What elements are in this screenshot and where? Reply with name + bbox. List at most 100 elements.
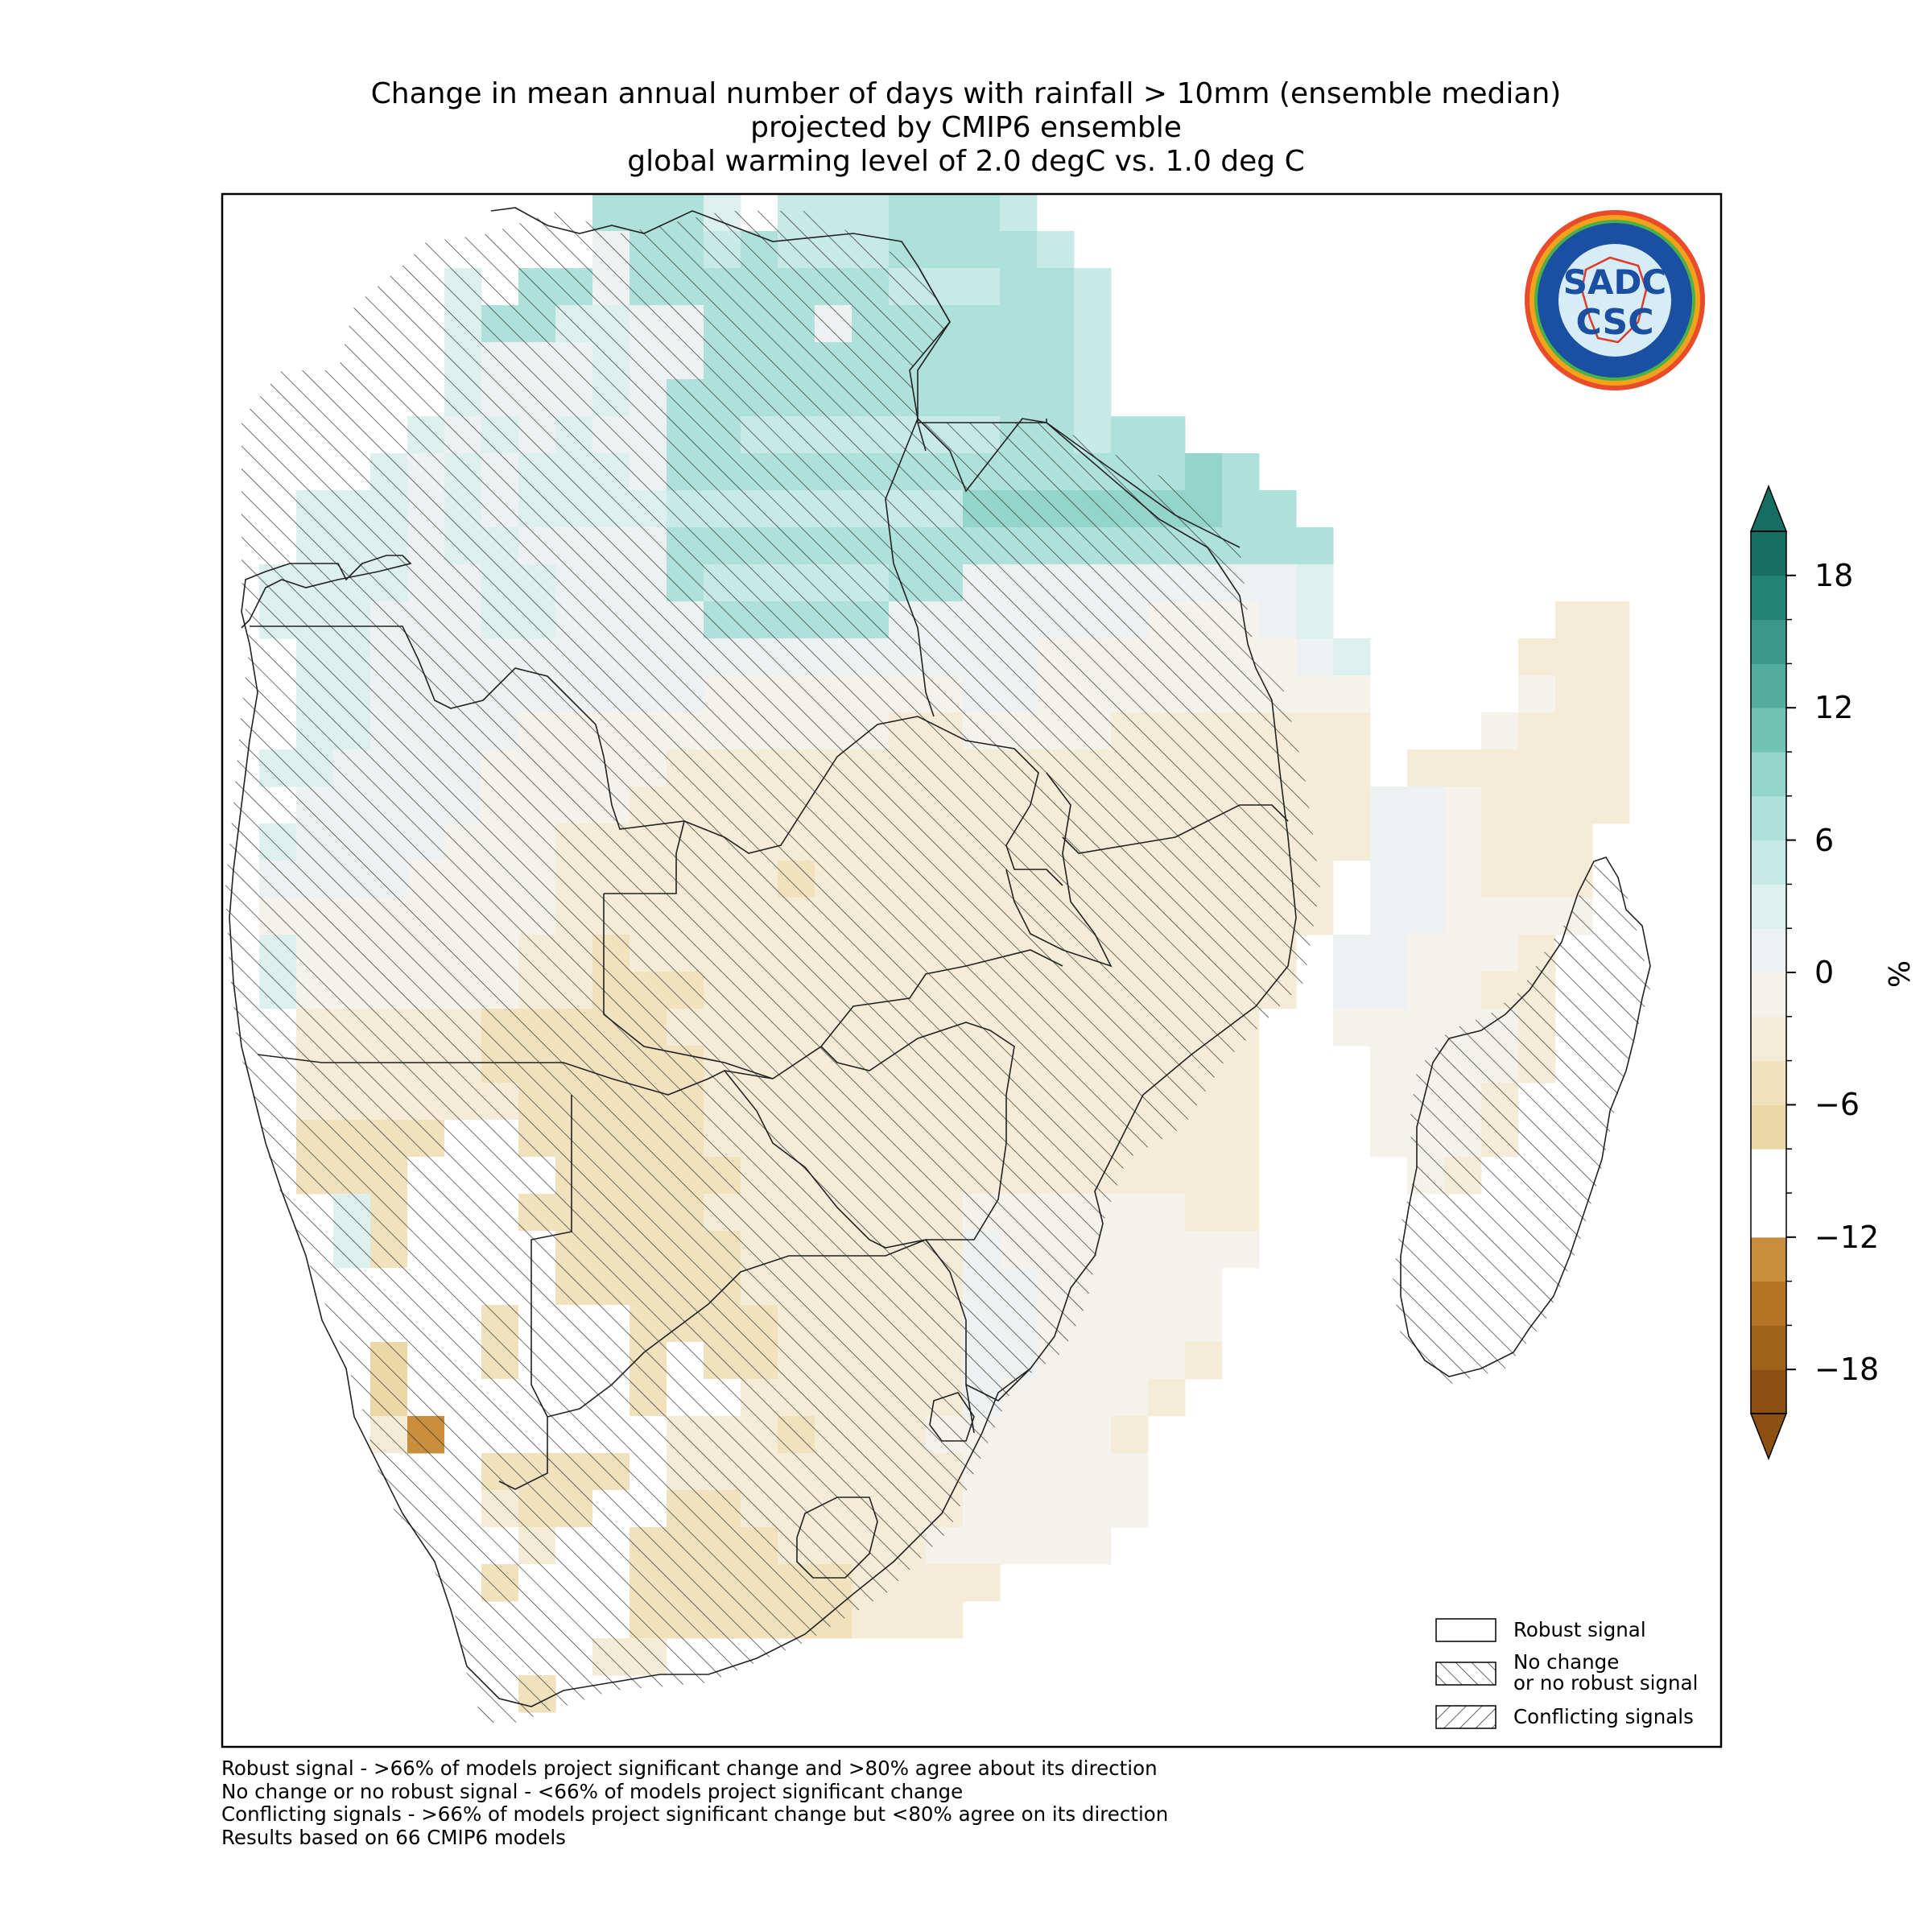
map-cell [1296, 564, 1334, 602]
map-frame [221, 192, 1723, 1748]
map-cell [1518, 861, 1556, 898]
map-cell [1222, 453, 1260, 491]
map-cell [1037, 1527, 1075, 1565]
map-cell [926, 194, 964, 232]
map-cell [926, 231, 964, 269]
map-cell [1407, 861, 1445, 898]
map-cell [1000, 1416, 1038, 1454]
map-cell [1111, 1194, 1149, 1232]
legend-swatch-no-change [1435, 1662, 1496, 1686]
map-cell [926, 1564, 964, 1602]
map-cell [1185, 1268, 1223, 1306]
map-cell [1296, 638, 1334, 676]
map-cell [1222, 1083, 1260, 1121]
border-south-africa-north [547, 1239, 975, 1434]
map-cell [1148, 1379, 1186, 1417]
sadc-csc-logo: SADC CSC [1525, 210, 1705, 390]
map-cell [852, 194, 890, 232]
map-cell [1518, 675, 1556, 713]
map-cell [1370, 1083, 1408, 1121]
map-cell [1148, 416, 1186, 454]
map-cell [1592, 749, 1630, 787]
map-cell [1037, 231, 1075, 269]
map-cell [1333, 786, 1371, 824]
colorbar-tick-label: −18 [1814, 1352, 1880, 1388]
colorbar-bin [1751, 1104, 1786, 1150]
map-cell [1037, 1490, 1075, 1528]
map-cell [1111, 1342, 1149, 1380]
map-cell [1555, 749, 1593, 787]
map-cell [1000, 194, 1038, 232]
colorbar-bin [1751, 1281, 1786, 1326]
map-cell [1444, 786, 1482, 824]
map-cell [1592, 601, 1630, 639]
map-cell [1074, 1342, 1112, 1380]
colorbar-bin [1751, 795, 1786, 841]
border-angola-zambia [603, 820, 774, 1080]
map-cell [1148, 1157, 1186, 1195]
map-cell [1370, 824, 1408, 861]
map-cell [1296, 675, 1334, 713]
colorbar-bin [1751, 619, 1786, 664]
map-cell [963, 342, 1001, 380]
colorbar-tick-label: 18 [1814, 557, 1854, 593]
madagascar-hatch [1393, 853, 1650, 1385]
map-cell [1518, 712, 1556, 750]
colorbar-bin [1751, 1060, 1786, 1105]
map-cell [1444, 861, 1482, 898]
map-cell [1000, 305, 1038, 343]
map-cell [1111, 1490, 1149, 1528]
map-cell [1185, 1305, 1223, 1343]
colorbar-bin [1751, 884, 1786, 929]
map-cell [1185, 1342, 1223, 1380]
colorbar-bin [1751, 1016, 1786, 1062]
map-cell [1037, 342, 1075, 380]
eswatini [929, 1392, 975, 1442]
legend-swatch-robust [1435, 1618, 1496, 1642]
map-cell [1481, 935, 1519, 972]
map-cell [1185, 1157, 1223, 1195]
footnote-models: Results based on 66 CMIP6 models [221, 1825, 566, 1849]
map-cell [1407, 749, 1445, 787]
legend-label-no-change: No change or no robust signal [1513, 1650, 1699, 1695]
border-namibia-botswana [498, 1095, 572, 1490]
title-line-3: global warming level of 2.0 degC vs. 1.0… [627, 145, 1305, 178]
map-cell [1296, 601, 1334, 639]
map-cell [1518, 638, 1556, 676]
map-cell [1111, 1453, 1149, 1491]
map-cell [1370, 1120, 1408, 1158]
logo-sadc-text: SADC [1563, 262, 1666, 302]
map-cell [1222, 1157, 1260, 1195]
map-cell [1185, 1120, 1223, 1158]
map-cell [963, 268, 1001, 306]
map-cell [1074, 1416, 1112, 1454]
colorbar-extend-min [1749, 1413, 1788, 1461]
colorbar-bin [1751, 840, 1786, 885]
map-cell [1074, 1379, 1112, 1417]
logo-csc-text: CSC [1575, 302, 1653, 343]
colorbar-bin [1751, 972, 1786, 1018]
country-borders [229, 207, 1651, 1707]
border-zambia-south [772, 949, 1063, 1080]
map-cell [1074, 342, 1112, 380]
map-cell [1370, 972, 1408, 1009]
map-cell [926, 1601, 964, 1639]
map-cell [1333, 1009, 1371, 1046]
map-cell [1444, 824, 1482, 861]
colorbar-bin [1751, 708, 1786, 753]
colorbar-bin [1751, 928, 1786, 973]
colorbar-unit-label: % [1884, 960, 1917, 989]
map-cell [1481, 712, 1519, 750]
colorbar-bin [1751, 1149, 1786, 1238]
map-cell [1370, 861, 1408, 898]
map-cell [1037, 1379, 1075, 1417]
colorbar-bin [1751, 752, 1786, 797]
map-cell [1185, 1194, 1223, 1232]
map-cell [1222, 1194, 1260, 1232]
map-cell [889, 1601, 927, 1639]
map-cell [1370, 935, 1408, 972]
map-cell [1111, 1231, 1149, 1269]
colorbar-extend-max [1749, 484, 1788, 532]
map-cell [1444, 898, 1482, 935]
map-cell [963, 1564, 1001, 1602]
